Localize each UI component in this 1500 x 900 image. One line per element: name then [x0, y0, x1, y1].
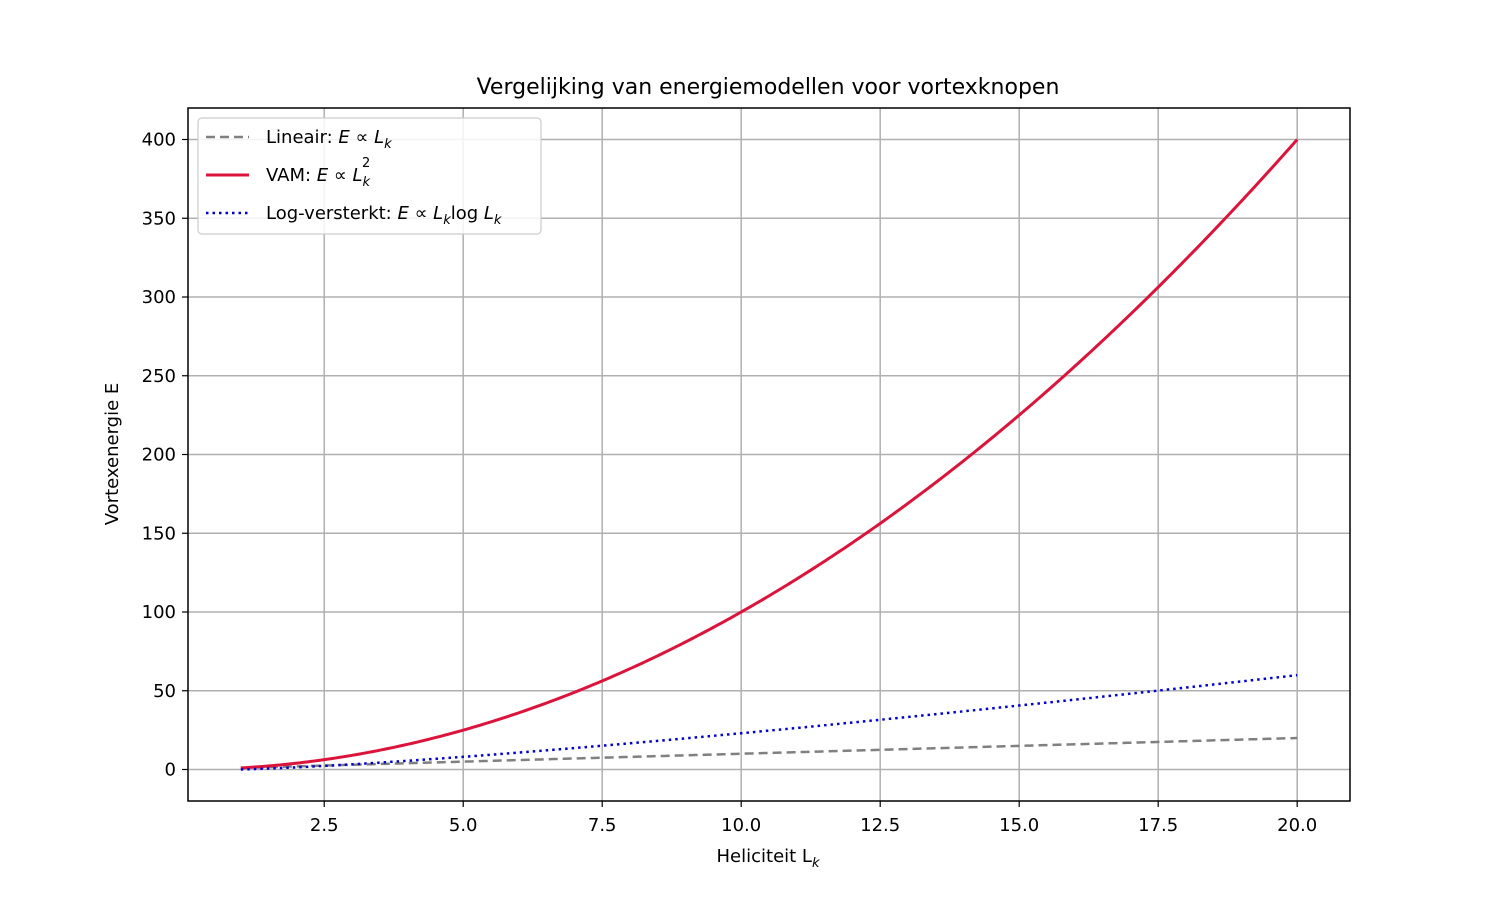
y-tick-label-2: 100: [142, 602, 176, 623]
y-tick-label-3: 150: [142, 523, 176, 544]
y-tick-label-6: 300: [142, 287, 176, 308]
legend-label-quadratic: VAM: E ∝ Lk2: [266, 156, 371, 190]
legend-label-linear: Lineair: E ∝ Lk: [266, 127, 392, 152]
legend-label-loglinear: Log-versterkt: E ∝ Lklog Lk: [266, 203, 502, 228]
x-tick-label-4: 12.5: [860, 815, 900, 836]
ticks: 2.5 5.0 7.5 10.0 12.5 15.0 17.5 20.0 0 50 100 150 20…: [142, 130, 1318, 837]
legend: Lineair: E ∝ Lk VAM: E ∝ Lk2 Log-versterkt…: [197, 117, 542, 235]
y-axis-label: Vortexenergie E: [102, 383, 123, 525]
x-axis-label: Heliciteit Lk: [717, 846, 820, 871]
x-tick-label-6: 17.5: [1138, 815, 1178, 836]
legend-box: [197, 117, 542, 235]
chart-title: Vergelijking van energiemodellen voor vo…: [477, 75, 1060, 100]
grid: [188, 108, 1350, 801]
x-tick-label-3: 10.0: [721, 815, 761, 836]
x-tick-label-2: 7.5: [588, 815, 617, 836]
y-tick-label-8: 400: [142, 130, 176, 151]
series-layer: [240, 138, 1299, 771]
x-tick-label-0: 2.5: [310, 815, 339, 836]
x-axis-label-subscript: k: [812, 856, 820, 871]
x-tick-label-7: 20.0: [1277, 815, 1317, 836]
x-tick-label-5: 15.0: [999, 815, 1039, 836]
y-tick-label-4: 200: [142, 445, 176, 466]
y-tick-label-7: 350: [142, 208, 176, 229]
x-tick-label-1: 5.0: [449, 815, 478, 836]
series-line-linear: [240, 736, 1298, 770]
y-tick-label-0: 0: [165, 760, 176, 781]
y-tick-label-1: 50: [153, 681, 176, 702]
series-line-loglinear: [240, 673, 1298, 771]
y-tick-label-5: 250: [142, 366, 176, 387]
x-axis-label-main: Heliciteit L: [717, 846, 812, 867]
series-line-quadratic: [240, 138, 1299, 770]
